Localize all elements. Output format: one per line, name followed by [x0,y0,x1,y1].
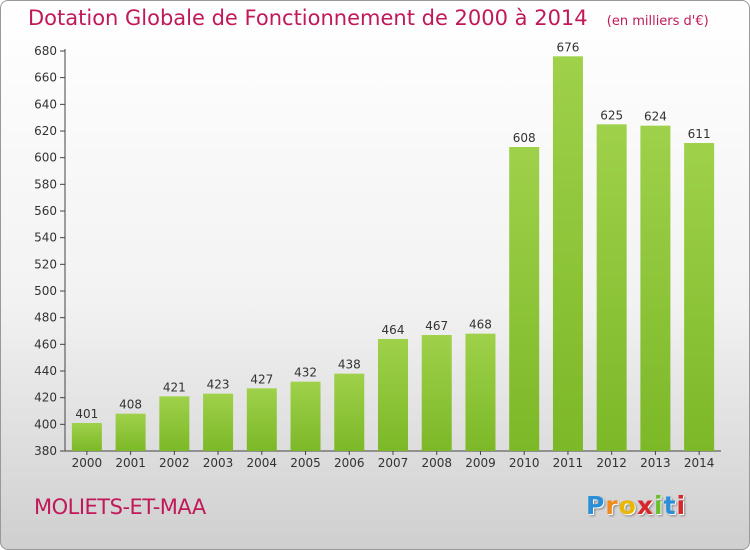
y-tick-label: 520 [34,257,57,271]
title-row: Dotation Globale de Fonctionnement de 20… [28,6,709,30]
logo-letter: i [654,491,664,520]
x-tick-label: 2004 [247,456,278,470]
y-tick-label: 380 [34,444,57,458]
bar-2009 [465,333,496,451]
x-tick-label: 2013 [640,456,671,470]
y-tick-label: 680 [34,44,57,58]
bars: 401 408 421 423 427 432 438 464 467 468 608 676 625 6… [71,40,715,452]
x-tick-label: 2000 [72,456,103,470]
x-tick-label: 2006 [334,456,365,470]
x-tick-label: 2005 [290,456,321,470]
bar-2011 [552,56,583,451]
unit-note: (en milliers d'€) [606,14,709,29]
bar-value-label: 624 [644,110,667,124]
bar-2013 [640,125,671,452]
bar-value-label: 468 [469,318,492,332]
commune-name: MOLIETS-ET-MAA [34,495,206,519]
logo-letter: o [618,491,637,520]
proxiti-logo: Proxiti [586,491,686,520]
chart-title: Dotation Globale de Fonctionnement de 20… [28,6,588,30]
bar-value-label: 467 [425,319,448,333]
y-tick-label: 620 [34,124,57,138]
bar-2005 [290,381,321,451]
logo-letter: P [586,491,606,520]
bar-2008 [421,335,452,451]
logo-letter: t [663,491,677,520]
y-tick-label: 640 [34,97,57,111]
x-tick-label: 2001 [115,456,146,470]
bar-2007 [378,339,408,451]
y-tick-label: 560 [34,204,57,218]
bar-value-label: 401 [75,407,98,421]
y-tick-label: 400 [34,417,57,431]
bar-2010 [509,147,540,451]
y-tick-label: 420 [34,391,57,405]
bar-value-label: 608 [513,131,536,145]
y-tick-label: 660 [34,71,57,85]
x-tick-label: 2009 [465,456,496,470]
logo-letter: x [636,491,654,520]
y-axis: 380 400 420 440 460 480 500 520 540 560 580 600 620 6… [34,44,66,458]
y-tick-label: 600 [34,151,57,165]
x-tick-label: 2011 [553,456,584,470]
y-tick-label: 540 [34,231,57,245]
x-tick-label: 2007 [378,456,409,470]
bar-value-label: 438 [338,358,361,372]
logo-letter: i [676,491,687,520]
bar-value-label: 464 [382,323,405,337]
x-tick-label: 2010 [509,456,540,470]
bar-2002 [159,396,190,451]
x-tick-label: 2003 [203,456,234,470]
bar-value-label: 625 [600,108,623,122]
bar-value-label: 423 [207,378,230,392]
x-tick-label: 2002 [159,456,190,470]
y-tick-label: 500 [34,284,57,298]
x-tick-label: 2008 [421,456,452,470]
bar-value-label: 421 [163,380,186,394]
y-tick-label: 440 [34,364,57,378]
logo-letter: r [605,491,619,520]
bar-value-label: 676 [556,40,579,54]
bar-2014 [684,143,715,451]
x-tick-label: 2014 [684,456,715,470]
x-tick-label: 2012 [596,456,627,470]
y-tick-label: 460 [34,337,57,351]
bar-value-label: 408 [119,398,142,412]
bar-2004 [246,388,277,451]
bar-value-label: 427 [250,372,273,386]
bar-2006 [334,373,365,451]
y-tick-label: 480 [34,311,57,325]
y-tick-label: 580 [34,177,57,191]
bar-value-label: 611 [688,127,711,141]
bar-value-label: 432 [294,366,317,380]
bar-2001 [115,413,146,451]
x-axis: 2000 2001 2002 2003 2004 2005 2006 2007 2008 2009… [65,450,721,470]
bar-2012 [596,124,627,451]
bar-2003 [203,393,234,451]
bar-2000 [71,423,102,451]
